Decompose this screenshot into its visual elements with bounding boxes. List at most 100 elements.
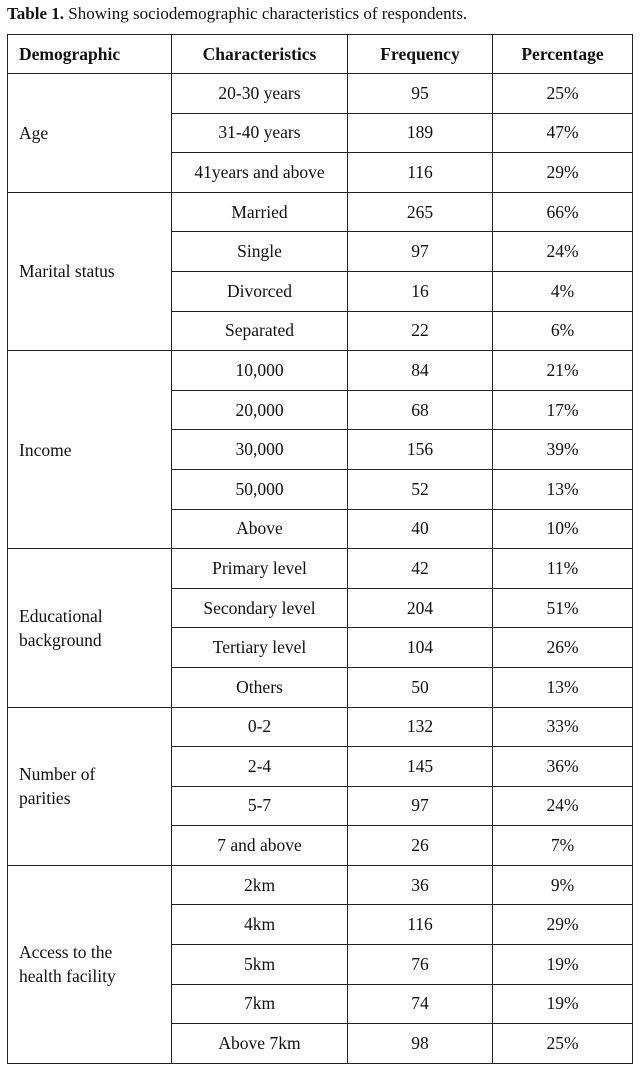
frequency-cell: 36 bbox=[347, 864, 493, 906]
characteristic-cell: 10,000 bbox=[171, 350, 348, 391]
demographic-cell: Number of parities bbox=[7, 706, 172, 866]
table-row: Above 40 10% bbox=[8, 508, 633, 550]
characteristic-cell: Above bbox=[171, 508, 348, 550]
percentage-cell: 19% bbox=[492, 944, 633, 985]
percentage-cell: 6% bbox=[492, 310, 633, 352]
frequency-cell: 97 bbox=[347, 231, 493, 272]
characteristic-cell: Separated bbox=[171, 310, 348, 352]
characteristic-cell: 7km bbox=[171, 983, 348, 1025]
table-row: Age 20-30 years 95 25% bbox=[7, 73, 633, 193]
percentage-cell: 51% bbox=[492, 587, 633, 629]
percentage-cell: 19% bbox=[492, 983, 633, 1025]
characteristic-cell: 4km bbox=[171, 904, 348, 946]
percentage-cell: 36% bbox=[492, 746, 633, 787]
demographic-cell: Marital status bbox=[7, 191, 172, 352]
percentage-cell: 13% bbox=[492, 468, 633, 510]
frequency-cell: 42 bbox=[347, 548, 493, 589]
table-row: Number of parities 0-2 132 33% bbox=[7, 706, 633, 866]
percentage-cell: 29% bbox=[492, 152, 633, 193]
table-header-row: Demographic Characteristics Frequency Pe… bbox=[7, 34, 633, 74]
percentage-cell: 47% bbox=[492, 112, 633, 154]
characteristic-cell: Above 7km bbox=[171, 1023, 348, 1064]
demographic-cell: Income bbox=[7, 350, 172, 550]
frequency-cell: 76 bbox=[347, 944, 493, 985]
characteristic-cell: 5-7 bbox=[171, 785, 348, 827]
characteristic-cell: Tertiary level bbox=[171, 627, 348, 668]
header-percentage: Percentage bbox=[492, 34, 633, 74]
table-row: Above 7km 98 25% bbox=[8, 1023, 633, 1064]
characteristic-cell: 5km bbox=[171, 944, 348, 985]
table-body: Age 20-30 years 95 25% 31-40 years 189 47% 41ye… bbox=[7, 73, 633, 1064]
sociodemographic-table: Demographic Characteristics Frequency Pe… bbox=[7, 34, 633, 1064]
header-demographic: Demographic bbox=[7, 34, 172, 74]
percentage-cell: 9% bbox=[492, 864, 633, 906]
table-row: 30,000 156 39% bbox=[8, 429, 633, 470]
percentage-cell: 26% bbox=[492, 627, 633, 668]
frequency-cell: 40 bbox=[347, 508, 493, 550]
table-caption: Table 1. Showing sociodemographic charac… bbox=[7, 4, 467, 24]
frequency-cell: 74 bbox=[347, 983, 493, 1025]
characteristic-cell: Single bbox=[171, 231, 348, 272]
characteristic-cell: 0-2 bbox=[171, 706, 348, 748]
characteristic-cell: 31-40 years bbox=[171, 112, 348, 154]
characteristic-cell: 20-30 years bbox=[171, 73, 348, 114]
frequency-cell: 97 bbox=[347, 785, 493, 827]
frequency-cell: 145 bbox=[347, 746, 493, 787]
demographic-cell: Educational background bbox=[7, 548, 172, 708]
frequency-cell: 204 bbox=[347, 587, 493, 629]
percentage-cell: 21% bbox=[492, 350, 633, 391]
percentage-cell: 4% bbox=[492, 270, 633, 312]
percentage-cell: 10% bbox=[492, 508, 633, 550]
table-row: Educational background Primary level 42 11% bbox=[7, 548, 633, 708]
caption-label: Table 1. bbox=[7, 4, 65, 23]
table-row: 41years and above 116 29% bbox=[8, 152, 633, 193]
frequency-cell: 68 bbox=[347, 389, 493, 431]
percentage-cell: 17% bbox=[492, 389, 633, 431]
frequency-cell: 104 bbox=[347, 627, 493, 668]
frequency-cell: 50 bbox=[347, 666, 493, 708]
header-frequency: Frequency bbox=[347, 34, 493, 74]
frequency-cell: 265 bbox=[347, 191, 493, 233]
frequency-cell: 116 bbox=[347, 152, 493, 193]
table-row: Separated 22 6% bbox=[8, 310, 633, 352]
table-row: Tertiary level 104 26% bbox=[8, 627, 633, 668]
characteristic-cell: 2-4 bbox=[171, 746, 348, 787]
percentage-cell: 11% bbox=[492, 548, 633, 589]
percentage-cell: 33% bbox=[492, 706, 633, 748]
characteristic-cell: Secondary level bbox=[171, 587, 348, 629]
table-row: Access to the health facility 2km 36 9% bbox=[7, 864, 633, 1064]
table-row: 31-40 years 189 47% bbox=[8, 112, 633, 154]
frequency-cell: 16 bbox=[347, 270, 493, 312]
caption-text: Showing sociodemographic characteristics… bbox=[68, 4, 468, 23]
frequency-cell: 84 bbox=[347, 350, 493, 391]
percentage-cell: 39% bbox=[492, 429, 633, 470]
characteristic-cell: 2km bbox=[171, 864, 348, 906]
frequency-cell: 52 bbox=[347, 468, 493, 510]
characteristic-cell: 50,000 bbox=[171, 468, 348, 510]
table-row: 7km 74 19% bbox=[8, 983, 633, 1025]
characteristic-cell: Primary level bbox=[171, 548, 348, 589]
table-row: 50,000 52 13% bbox=[8, 468, 633, 510]
table-row: Marital status Married 265 66% bbox=[7, 191, 633, 352]
frequency-cell: 116 bbox=[347, 904, 493, 946]
characteristic-cell: Divorced bbox=[171, 270, 348, 312]
table-row: 7 and above 26 7% bbox=[8, 825, 633, 866]
percentage-cell: 7% bbox=[492, 825, 633, 866]
frequency-cell: 156 bbox=[347, 429, 493, 470]
characteristic-cell: 30,000 bbox=[171, 429, 348, 470]
demographic-cell: Age bbox=[7, 73, 172, 193]
frequency-cell: 98 bbox=[347, 1023, 493, 1064]
characteristic-cell: 7 and above bbox=[171, 825, 348, 866]
characteristic-cell: 20,000 bbox=[171, 389, 348, 431]
percentage-cell: 25% bbox=[492, 73, 633, 114]
frequency-cell: 22 bbox=[347, 310, 493, 352]
characteristic-cell: Married bbox=[171, 191, 348, 233]
percentage-cell: 66% bbox=[492, 191, 633, 233]
frequency-cell: 26 bbox=[347, 825, 493, 866]
percentage-cell: 25% bbox=[492, 1023, 633, 1064]
table-row: 20,000 68 17% bbox=[8, 389, 633, 431]
table-row: Secondary level 204 51% bbox=[8, 587, 633, 629]
table-row: 4km 116 29% bbox=[8, 904, 633, 946]
table-row: Income 10,000 84 21% bbox=[7, 350, 633, 550]
frequency-cell: 95 bbox=[347, 73, 493, 114]
